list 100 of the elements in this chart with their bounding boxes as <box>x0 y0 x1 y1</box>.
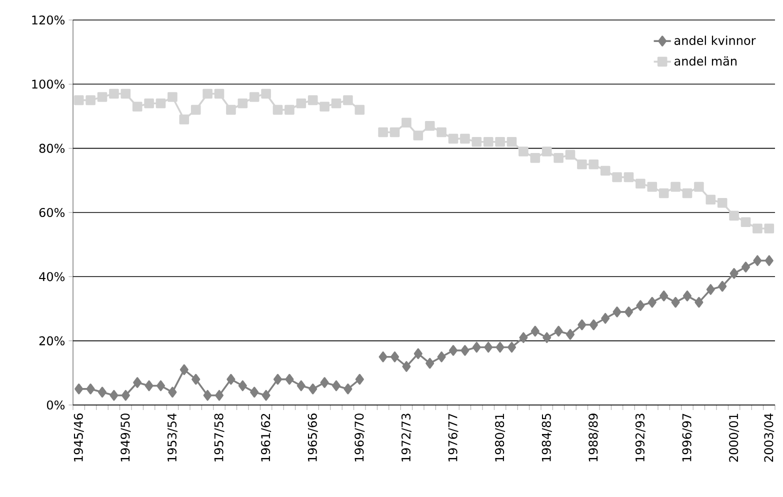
y-tick-label: 20% <box>39 336 65 346</box>
point <box>566 329 575 340</box>
point <box>262 390 270 401</box>
point <box>331 98 342 108</box>
x-tick-label: 1945/46 <box>74 414 84 462</box>
point <box>694 296 704 308</box>
y-tick-label: 40% <box>39 272 65 282</box>
point <box>424 120 435 131</box>
point <box>660 290 668 302</box>
point <box>565 150 576 160</box>
point <box>507 342 516 353</box>
point <box>729 210 739 221</box>
point <box>648 296 656 308</box>
point <box>740 217 751 228</box>
point <box>753 255 762 266</box>
y-tick-label: 120% <box>32 15 65 25</box>
point <box>308 384 318 394</box>
point <box>530 326 540 337</box>
point <box>589 319 598 330</box>
point <box>636 300 645 311</box>
point <box>706 284 715 295</box>
x-tick-label: 1992/93 <box>635 414 646 462</box>
point <box>168 92 178 102</box>
x-tick-label: 1965/66 <box>308 414 318 462</box>
point <box>600 166 610 176</box>
point <box>658 188 669 198</box>
point <box>706 194 716 205</box>
point <box>436 127 446 138</box>
point <box>296 380 306 392</box>
point <box>249 92 260 102</box>
x-tick-label: 1980/81 <box>495 414 506 462</box>
point <box>273 374 282 385</box>
point <box>179 114 190 124</box>
point <box>402 361 411 372</box>
x-tick-label: 1953/54 <box>167 413 178 462</box>
point <box>284 104 294 115</box>
point <box>320 377 329 388</box>
point <box>343 95 353 106</box>
point <box>671 296 680 308</box>
point <box>542 332 552 344</box>
point <box>355 374 364 385</box>
point <box>601 312 610 324</box>
point <box>414 348 422 360</box>
point <box>542 146 552 156</box>
point <box>496 342 504 353</box>
x-tick-label: 2003/04 <box>764 413 774 462</box>
y-tick-label: 80% <box>39 144 65 153</box>
x-tick-label: 1988/89 <box>588 414 599 462</box>
point <box>344 384 352 394</box>
point <box>506 137 517 147</box>
point <box>577 159 587 170</box>
point <box>460 134 470 144</box>
point <box>752 224 762 234</box>
point <box>97 92 108 102</box>
point <box>413 130 424 140</box>
point <box>495 137 505 147</box>
point <box>518 146 528 156</box>
point <box>472 137 482 147</box>
y-tick-label: 60% <box>39 208 65 218</box>
point <box>74 95 84 106</box>
point <box>578 319 586 330</box>
point <box>402 118 412 128</box>
point <box>226 104 236 115</box>
point <box>285 374 294 385</box>
point <box>554 326 563 337</box>
point <box>156 380 166 392</box>
point <box>168 386 177 398</box>
point <box>133 377 142 388</box>
x-tick-label: 1961/62 <box>261 414 272 462</box>
point <box>272 104 283 115</box>
point <box>530 153 540 163</box>
x-tick-label: 2000/01 <box>729 414 740 462</box>
y-tick-label: 100% <box>32 80 65 89</box>
point <box>484 342 493 353</box>
point <box>86 95 96 106</box>
point <box>214 390 224 401</box>
point <box>483 137 494 147</box>
point <box>98 386 107 398</box>
point <box>354 104 365 115</box>
point <box>390 351 400 362</box>
point <box>426 358 434 369</box>
point <box>261 88 271 99</box>
point <box>296 98 306 108</box>
x-tick-label: 1969/70 <box>354 414 365 462</box>
x-tick-label: 1996/97 <box>682 414 692 462</box>
point <box>764 255 774 266</box>
point <box>110 390 118 401</box>
point <box>519 332 528 344</box>
point <box>144 98 154 108</box>
point <box>320 102 330 112</box>
y-tick-label: 0% <box>46 400 65 410</box>
point <box>612 306 622 318</box>
point <box>682 188 692 198</box>
point <box>120 88 131 99</box>
point <box>588 159 599 170</box>
point <box>624 172 634 182</box>
point <box>390 127 400 138</box>
x-tick-label: 1972/73 <box>401 414 412 462</box>
point <box>190 104 201 115</box>
point <box>730 268 738 279</box>
